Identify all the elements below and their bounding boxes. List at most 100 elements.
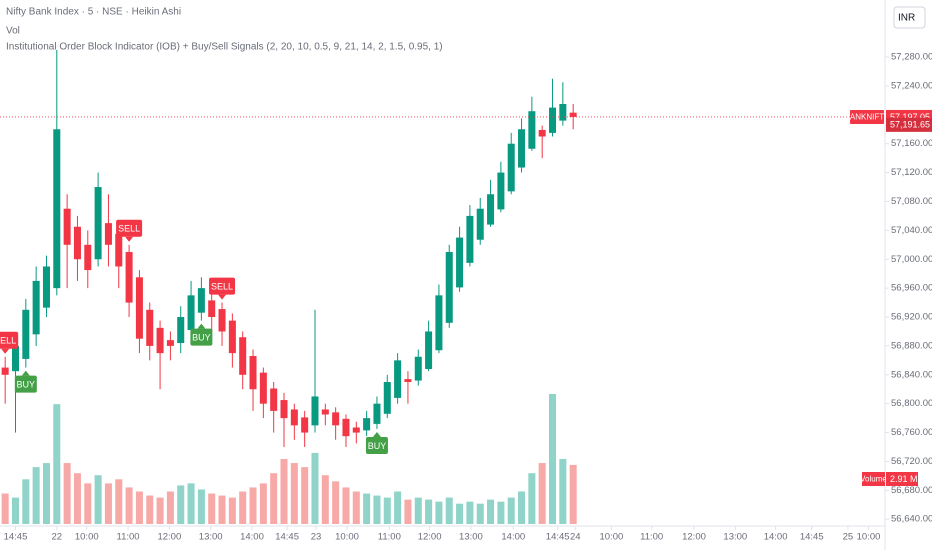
volume-bar — [177, 485, 185, 524]
candle-body — [518, 129, 526, 168]
candle-body — [228, 320, 236, 354]
candle-body — [507, 143, 515, 192]
candle-body — [414, 356, 422, 381]
volume-bar — [414, 497, 422, 524]
volume-bar — [487, 499, 495, 524]
candle-body — [249, 356, 257, 390]
volume-bar — [104, 483, 112, 524]
volume-bar — [156, 497, 164, 524]
x-tick-label: 10:00 — [335, 532, 359, 543]
candle-body — [218, 309, 226, 332]
volume-bar — [249, 487, 257, 524]
candle-body — [425, 331, 433, 370]
y-tick-label: 57,160.00 — [891, 138, 932, 149]
x-tick-label: 11:00 — [117, 532, 140, 543]
candle-body — [569, 112, 577, 117]
volume-bar — [538, 463, 546, 524]
x-tick-label: 10:00 — [857, 532, 881, 543]
y-tick-label: 57,040.00 — [891, 225, 932, 236]
candle-body — [135, 277, 143, 339]
volume-bar — [394, 491, 402, 524]
signal-box — [365, 436, 388, 454]
volume-bar — [497, 501, 505, 524]
volume-bar — [270, 473, 278, 524]
candle-body — [11, 345, 20, 372]
volume-bar — [146, 495, 154, 524]
volume-bar — [135, 491, 143, 524]
candle-body — [332, 412, 340, 426]
signal-pointer — [21, 370, 30, 376]
candle-body — [177, 317, 185, 344]
x-tick-label: 12:00 — [682, 532, 706, 543]
volume-bar — [404, 499, 412, 524]
signal-pointer — [218, 294, 227, 300]
price-tag — [886, 117, 932, 132]
volume-bar — [218, 495, 226, 524]
volume-bar — [549, 394, 557, 524]
volume-bar — [239, 491, 247, 524]
candle-body — [342, 418, 350, 437]
volume-bar — [363, 493, 371, 524]
volume-bar — [22, 479, 30, 524]
y-tick-label: 56,840.00 — [891, 369, 932, 380]
volume-bar — [197, 489, 205, 524]
signal-pointer — [197, 323, 206, 329]
candle-body — [383, 382, 391, 414]
candle-body — [497, 172, 505, 210]
y-tick-label: 56,760.00 — [891, 427, 932, 438]
x-tick-label: 22 — [52, 532, 63, 543]
x-tick-label: 25 — [843, 532, 854, 543]
volume-bar — [425, 499, 433, 524]
x-tick-label: 14:45 — [800, 532, 824, 543]
candle-body — [487, 194, 495, 225]
volume-name-tag — [862, 472, 885, 486]
candle-body — [363, 418, 371, 431]
signal-box — [116, 219, 143, 237]
volume-bar — [518, 491, 526, 524]
signal-box — [0, 331, 19, 349]
candle-body — [22, 309, 30, 359]
volume-bar — [228, 497, 236, 524]
volume-bar — [456, 503, 464, 524]
volume-bar — [84, 483, 92, 524]
candle-body — [156, 327, 164, 354]
y-tick-label: 57,080.00 — [891, 196, 932, 207]
signal-label: SELL — [0, 336, 16, 346]
candle-body — [166, 340, 174, 346]
candle-body — [456, 237, 464, 288]
x-tick-label: 12:00 — [157, 532, 181, 543]
y-tick-label: 56,720.00 — [891, 456, 932, 467]
volume-bar — [42, 463, 50, 524]
candle-body — [197, 288, 205, 313]
candle-body — [115, 233, 123, 267]
candle-body — [476, 208, 484, 240]
volume-bar — [321, 475, 329, 524]
volume-bar — [332, 481, 340, 524]
currency-button[interactable] — [893, 6, 926, 29]
signal-label: BUY — [17, 379, 36, 389]
y-tick-label: 56,920.00 — [891, 312, 932, 323]
candle-body — [280, 400, 288, 419]
volume-bar — [528, 473, 536, 524]
candle-body — [239, 337, 247, 375]
volume-name: Volume — [860, 475, 887, 484]
y-tick-label: 56,800.00 — [891, 398, 932, 409]
candle-body — [42, 266, 50, 308]
volume-bar — [32, 467, 40, 524]
x-tick-label: 14:00 — [240, 532, 264, 543]
candle-body — [270, 388, 278, 411]
x-tick-label: 14:45 — [546, 532, 570, 543]
candle-body — [125, 252, 133, 303]
candle-body — [301, 417, 309, 433]
volume-bar — [559, 459, 567, 524]
currency-label[interactable]: INR — [898, 13, 915, 24]
signal-box — [190, 328, 213, 346]
candle-body — [435, 295, 443, 351]
y-tick-label: 57,000.00 — [891, 254, 932, 265]
x-tick-label: 14:00 — [501, 532, 525, 543]
x-tick-label: 13:00 — [199, 532, 223, 543]
candle-body — [404, 379, 412, 383]
x-tick-label: 12:00 — [418, 532, 442, 543]
candle-body — [321, 409, 329, 415]
